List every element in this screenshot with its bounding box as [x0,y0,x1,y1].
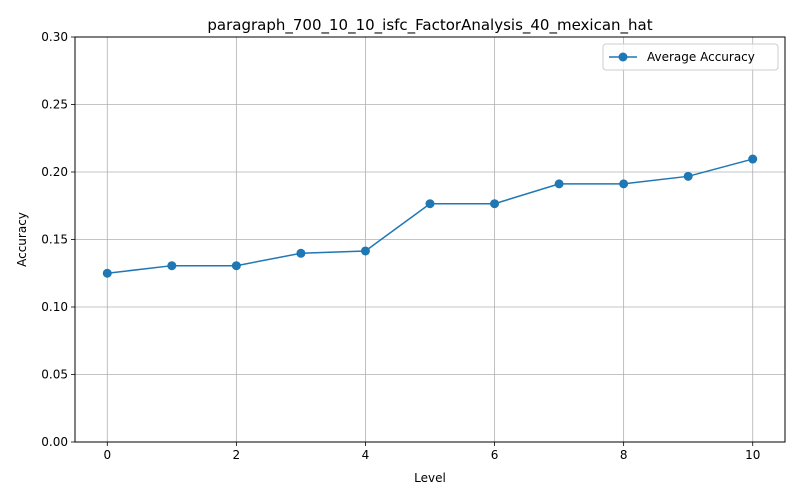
legend-marker [618,52,628,62]
series-layer [102,154,758,278]
data-point [425,199,435,209]
y-axis-label: Accuracy [15,212,29,267]
y-tick-label: 0.05 [41,368,68,382]
x-tick-label: 8 [620,448,628,462]
chart-title: paragraph_700_10_10_isfc_FactorAnalysis_… [207,16,652,35]
data-point [167,261,177,271]
y-axis-ticks: 0.00 0.05 0.10 0.15 0.20 0.25 0.30 [41,30,75,449]
legend: Average Accuracy [602,43,779,71]
data-point [102,268,112,278]
y-tick-label: 0.20 [41,165,68,179]
x-axis-label: Level [414,471,446,485]
data-point [619,179,629,189]
legend-label: Average Accuracy [647,50,755,64]
data-point [554,179,564,189]
x-tick-label: 2 [233,448,241,462]
y-tick-label: 0.00 [41,435,68,449]
y-tick-label: 0.30 [41,30,68,44]
y-tick-label: 0.15 [41,233,68,247]
x-tick-label: 0 [103,448,111,462]
data-point [360,246,370,256]
data-point [490,199,500,209]
data-point [296,248,306,258]
x-tick-label: 4 [362,448,370,462]
y-tick-label: 0.10 [41,300,68,314]
x-axis-ticks: 0 2 4 6 8 10 [103,442,760,462]
data-point [683,171,693,181]
data-point [748,154,758,164]
x-tick-label: 10 [745,448,760,462]
data-point [231,261,241,271]
legend-box [602,43,779,71]
x-tick-label: 6 [491,448,499,462]
y-tick-label: 0.25 [41,98,68,112]
